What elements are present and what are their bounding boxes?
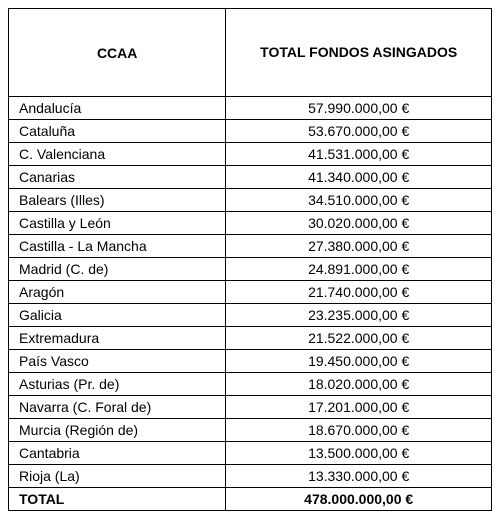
cell-region: Extremadura [9,327,226,350]
col-header-ccaa: CCAA [9,9,226,97]
table-row: Castilla y León30.020.000,00 € [9,212,492,235]
cell-amount: 21.522.000,00 € [226,327,492,350]
table-header-row: CCAA TOTAL FONDOS ASINGADOS [9,9,492,97]
cell-amount: 41.340.000,00 € [226,166,492,189]
table-row: Madrid (C. de)24.891.000,00 € [9,258,492,281]
cell-region: Balears (Illes) [9,189,226,212]
table-row: Asturias (Pr. de)18.020.000,00 € [9,373,492,396]
cell-region: Castilla - La Mancha [9,235,226,258]
cell-amount: 30.020.000,00 € [226,212,492,235]
cell-amount: 41.531.000,00 € [226,143,492,166]
cell-amount: 53.670.000,00 € [226,120,492,143]
cell-amount: 23.235.000,00 € [226,304,492,327]
cell-amount: 19.450.000,00 € [226,350,492,373]
table-row: Cataluña53.670.000,00 € [9,120,492,143]
table-row: Murcia (Región de)18.670.000,00 € [9,419,492,442]
cell-amount: 34.510.000,00 € [226,189,492,212]
table-row: C. Valenciana41.531.000,00 € [9,143,492,166]
cell-region: Cataluña [9,120,226,143]
cell-region: Madrid (C. de) [9,258,226,281]
table-row: Castilla - La Mancha27.380.000,00 € [9,235,492,258]
table-body: Andalucía57.990.000,00 €Cataluña53.670.0… [9,97,492,511]
table-row: País Vasco19.450.000,00 € [9,350,492,373]
table-row: Extremadura21.522.000,00 € [9,327,492,350]
cell-region: Aragón [9,281,226,304]
table-row: Navarra (C. Foral de)17.201.000,00 € [9,396,492,419]
cell-amount: 13.500.000,00 € [226,442,492,465]
cell-region: Cantabria [9,442,226,465]
cell-total-amount: 478.000.000,00 € [226,488,492,511]
cell-region: País Vasco [9,350,226,373]
cell-amount: 57.990.000,00 € [226,97,492,120]
cell-amount: 18.020.000,00 € [226,373,492,396]
cell-region: Castilla y León [9,212,226,235]
table-row: Cantabria13.500.000,00 € [9,442,492,465]
cell-region: Asturias (Pr. de) [9,373,226,396]
table-row: Galicia23.235.000,00 € [9,304,492,327]
table-row: Rioja (La)13.330.000,00 € [9,465,492,488]
cell-amount: 17.201.000,00 € [226,396,492,419]
cell-total-label: TOTAL [9,488,226,511]
cell-region: Rioja (La) [9,465,226,488]
cell-region: Canarias [9,166,226,189]
col-header-total: TOTAL FONDOS ASINGADOS [226,9,492,97]
cell-amount: 21.740.000,00 € [226,281,492,304]
cell-region: Andalucía [9,97,226,120]
cell-amount: 27.380.000,00 € [226,235,492,258]
cell-amount: 24.891.000,00 € [226,258,492,281]
table-total-row: TOTAL478.000.000,00 € [9,488,492,511]
table-row: Andalucía57.990.000,00 € [9,97,492,120]
table-row: Aragón21.740.000,00 € [9,281,492,304]
cell-region: Galicia [9,304,226,327]
cell-region: Murcia (Región de) [9,419,226,442]
cell-region: C. Valenciana [9,143,226,166]
cell-amount: 13.330.000,00 € [226,465,492,488]
cell-amount: 18.670.000,00 € [226,419,492,442]
cell-region: Navarra (C. Foral de) [9,396,226,419]
funds-table: CCAA TOTAL FONDOS ASINGADOS Andalucía57.… [8,8,492,511]
table-row: Canarias41.340.000,00 € [9,166,492,189]
table-row: Balears (Illes)34.510.000,00 € [9,189,492,212]
